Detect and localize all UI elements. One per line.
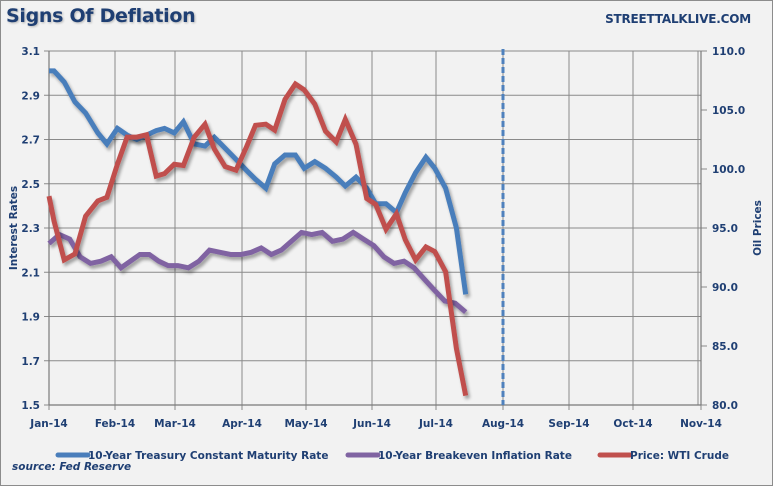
axes: 3.1 2.9 2.7 2.5 2.3 2.1 1.9 1.7 1.5 110.0 105.0 100… bbox=[21, 46, 745, 430]
x-tick-label: Jan-14 bbox=[29, 418, 67, 430]
y-tick-label-right: 90.0 bbox=[712, 282, 738, 294]
series-lines bbox=[46, 49, 505, 405]
y-tick-label-left: 1.9 bbox=[21, 312, 40, 324]
y-tick-label-left: 1.7 bbox=[21, 356, 40, 368]
x-tick-label: Aug-14 bbox=[482, 418, 524, 430]
y-tick-label-left: 2.3 bbox=[21, 223, 40, 235]
y-tick-label-right: 100.0 bbox=[712, 164, 745, 176]
legend-label: Price: WTI Crude bbox=[630, 450, 729, 462]
x-tick-label: Mar-14 bbox=[154, 418, 196, 430]
x-tick-label: Jun-14 bbox=[352, 418, 391, 430]
legend-label: 10-Year Treasury Constant Maturity Rate bbox=[88, 450, 328, 462]
series-line-price-wti-crude bbox=[46, 80, 469, 397]
y-tick-label-left: 3.1 bbox=[21, 46, 40, 58]
y-tick-label-left: 1.5 bbox=[21, 400, 40, 412]
y-axis-title-left: Interest Rates bbox=[8, 186, 20, 270]
y-tick-label-right: 105.0 bbox=[712, 105, 745, 117]
y-tick-label-left: 2.9 bbox=[21, 90, 40, 102]
x-tick-label: Feb-14 bbox=[95, 418, 135, 430]
legend: 10-Year Treasury Constant Maturity Rate 1… bbox=[55, 450, 729, 462]
series-line-10-year-breakeven-inflation-rate bbox=[47, 229, 468, 315]
y-tick-label-right: 80.0 bbox=[712, 400, 738, 412]
x-tick-label: Sep-14 bbox=[548, 418, 589, 430]
x-tick-label: Nov-14 bbox=[680, 418, 722, 430]
site-watermark: STREETTALKLIVE.COM bbox=[605, 12, 751, 26]
x-tick-label: May-14 bbox=[284, 418, 327, 430]
legend-label: 10-Year Breakeven Inflation Rate bbox=[378, 450, 572, 462]
y-tick-label-right: 85.0 bbox=[712, 341, 738, 353]
y-tick-label-left: 2.5 bbox=[21, 179, 40, 191]
y-tick-label-left: 2.7 bbox=[21, 135, 40, 147]
x-tick-label: Apr-14 bbox=[222, 418, 262, 430]
chart-title: Signs Of Deflation bbox=[6, 5, 196, 27]
y-tick-label-left: 2.1 bbox=[21, 267, 40, 279]
x-tick-label: Oct-14 bbox=[613, 418, 652, 430]
x-tick-label: Jul-14 bbox=[418, 418, 453, 430]
gridlines bbox=[48, 50, 702, 410]
y-tick-label-right: 110.0 bbox=[712, 46, 745, 58]
source-note: source: Fed Reserve bbox=[12, 461, 132, 473]
y-tick-label-right: 95.0 bbox=[712, 223, 738, 235]
y-axis-title-right: Oil Prices bbox=[752, 200, 764, 256]
